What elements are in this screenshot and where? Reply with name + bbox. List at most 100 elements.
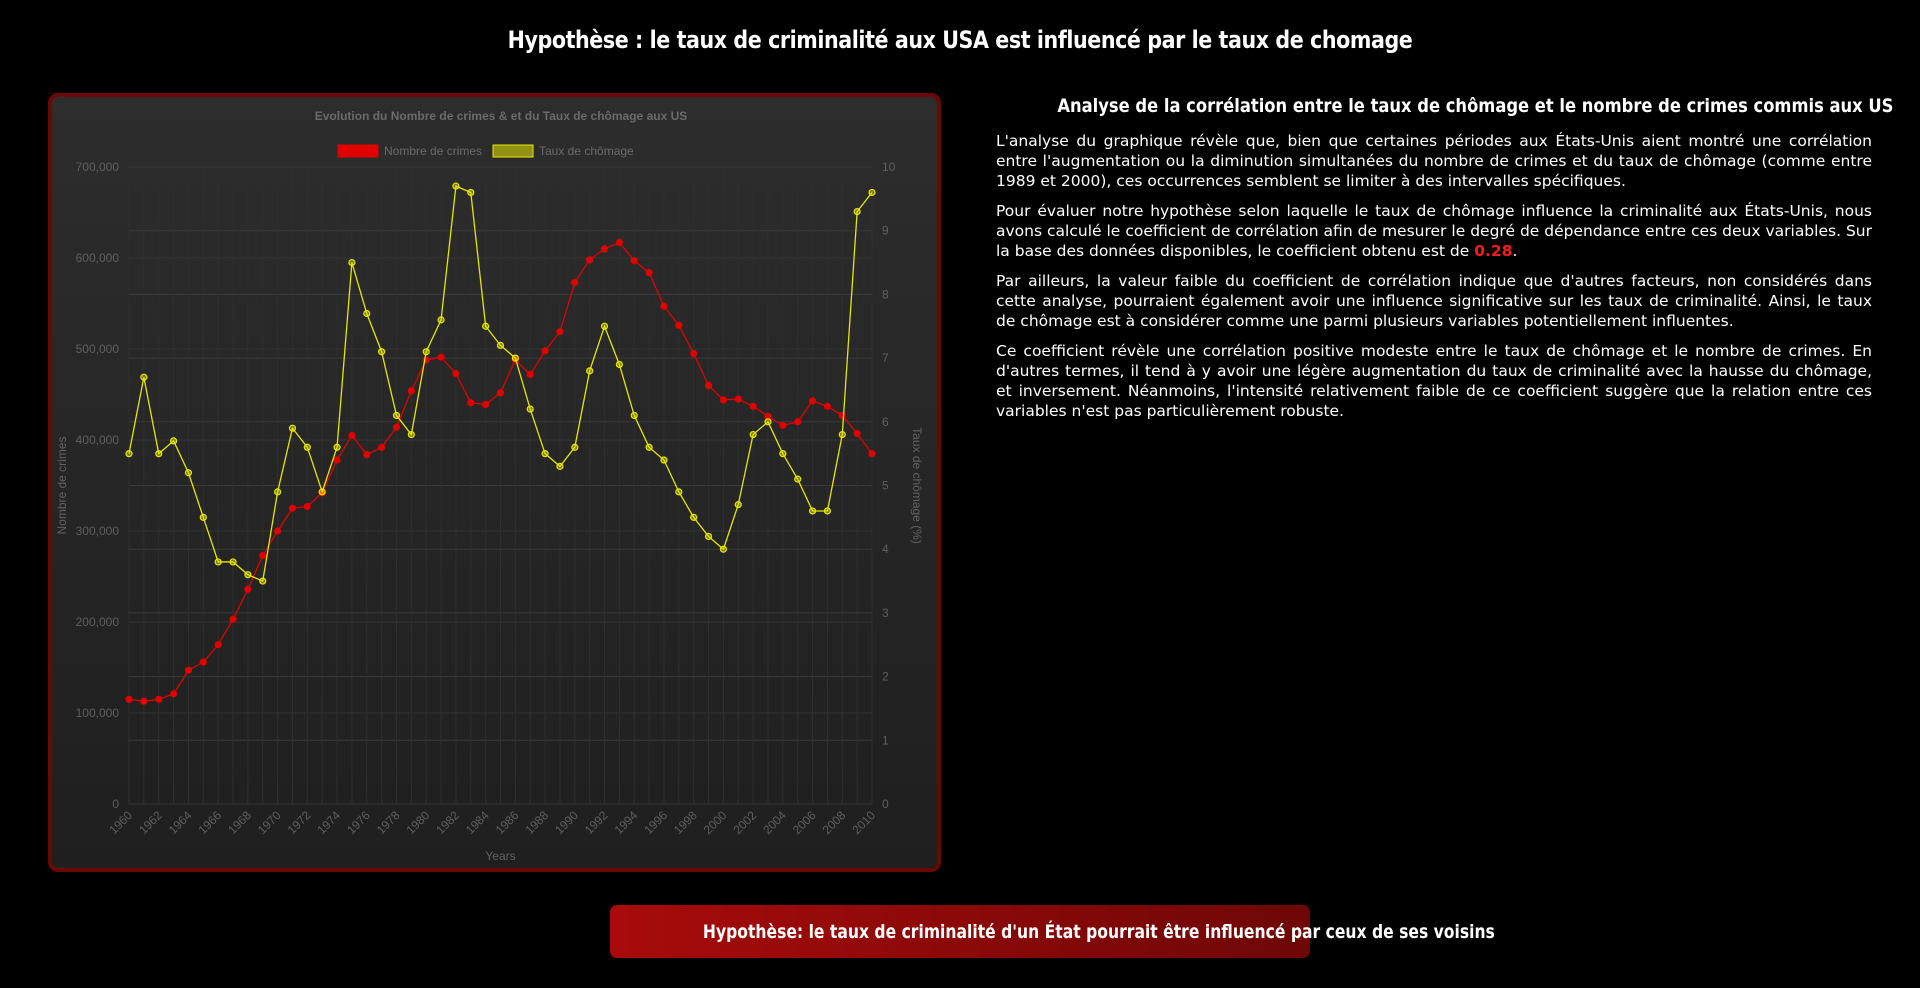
data-point-crimes xyxy=(853,430,861,438)
x-tick-label: 1964 xyxy=(166,808,195,837)
y-right-tick-label: 5 xyxy=(882,479,889,493)
data-point-chomage xyxy=(511,354,519,362)
data-point-crimes xyxy=(303,502,311,511)
data-point-crimes xyxy=(645,268,653,277)
chart-title: Evolution du Nombre de crimes & et du Ta… xyxy=(315,109,688,123)
data-point-crimes xyxy=(704,381,713,389)
x-tick-label: 1982 xyxy=(433,808,462,837)
data-point-chomage xyxy=(496,341,505,349)
x-tick-label: 2006 xyxy=(790,808,819,837)
y-right-tick-label: 4 xyxy=(882,542,889,556)
series-line-chomage xyxy=(128,185,873,582)
y-left-axis-label: Nombre de crimes xyxy=(55,436,69,534)
data-point-chomage xyxy=(274,488,282,496)
data-point-crimes xyxy=(333,456,341,464)
data-point-chomage xyxy=(378,348,386,356)
chart-card: Evolution du Nombre de crimes & et du Ta… xyxy=(48,93,941,872)
crime-unemployment-chart: Evolution du Nombre de crimes & et du Ta… xyxy=(55,109,924,863)
data-point-crimes xyxy=(378,443,386,451)
y-right-tick-label: 7 xyxy=(882,351,889,365)
analysis-paragraph-2-text: Pour évaluer notre hypothèse selon laque… xyxy=(996,202,1872,260)
data-point-crimes xyxy=(571,278,579,287)
x-tick-label: 1980 xyxy=(404,808,433,837)
data-point-chomage xyxy=(318,488,326,496)
data-point-chomage xyxy=(244,571,252,579)
data-point-chomage xyxy=(199,513,207,521)
x-tick-label: 1966 xyxy=(195,808,224,837)
data-point-crimes xyxy=(615,238,623,247)
y-left-tick-label: 500,000 xyxy=(76,342,120,356)
next-hypothesis-button[interactable]: Hypothèse: le taux de criminalité d'un É… xyxy=(610,905,1495,958)
data-point-chomage xyxy=(704,532,713,541)
data-point-chomage xyxy=(675,488,683,496)
data-point-chomage xyxy=(808,507,817,515)
legend-label-crimes[interactable]: Nombre de crimes xyxy=(384,144,482,158)
analysis-paragraph-1: L'analyse du graphique révèle que, bien … xyxy=(996,132,1872,190)
data-point-crimes xyxy=(690,349,698,358)
x-tick-label: 1994 xyxy=(612,808,641,837)
x-tick-label: 1978 xyxy=(374,808,403,837)
data-point-chomage xyxy=(303,443,311,451)
y-right-tick-label: 10 xyxy=(882,160,896,174)
x-tick-label: 1960 xyxy=(106,808,135,837)
data-point-chomage xyxy=(823,507,832,515)
data-point-chomage xyxy=(734,501,742,509)
data-point-chomage xyxy=(229,558,237,566)
data-point-crimes xyxy=(288,504,297,512)
data-point-chomage xyxy=(288,424,297,432)
data-point-chomage xyxy=(184,469,193,477)
data-point-crimes xyxy=(348,431,356,440)
legend-label-chomage[interactable]: Taux de chômage xyxy=(539,144,634,158)
data-point-crimes xyxy=(259,551,267,560)
legend-swatch-crimes[interactable] xyxy=(337,144,379,158)
chart-legend: Nombre de crimes Taux de chômage xyxy=(337,144,634,158)
next-hypothesis-label: Hypothèse: le taux de criminalité d'un É… xyxy=(702,920,1495,943)
x-tick-label: 1996 xyxy=(641,808,670,837)
data-point-chomage xyxy=(571,443,579,451)
x-ticks: 1960 1962 1964 1966 1968 1970 1972 1974 1976 1978… xyxy=(106,808,878,837)
data-point-crimes xyxy=(274,527,282,535)
y-right-tick-label: 0 xyxy=(882,797,889,811)
data-point-chomage xyxy=(645,443,653,451)
data-point-crimes xyxy=(140,697,148,705)
data-point-chomage xyxy=(853,207,861,216)
data-point-chomage xyxy=(541,450,549,458)
correlation-coefficient: 0.28 xyxy=(1474,242,1513,260)
y-left-tick-label: 300,000 xyxy=(76,524,120,538)
data-point-crimes xyxy=(808,397,817,405)
data-point-crimes xyxy=(779,421,787,430)
data-point-crimes xyxy=(467,399,475,407)
data-point-crimes xyxy=(734,395,742,403)
data-point-crimes xyxy=(125,695,133,703)
data-point-crimes xyxy=(868,450,876,458)
data-point-chomage xyxy=(764,418,772,426)
data-point-crimes xyxy=(452,369,460,378)
data-point-chomage xyxy=(125,450,133,458)
x-tick-label: 1984 xyxy=(463,808,492,837)
y-right-tick-label: 9 xyxy=(882,224,889,238)
data-point-chomage xyxy=(155,450,163,458)
data-point-chomage xyxy=(259,577,267,585)
x-axis-label: Years xyxy=(485,849,515,863)
legend-swatch-chomage[interactable] xyxy=(492,144,534,158)
x-tick-label: 2008 xyxy=(820,808,849,837)
y-left-tick-label: 400,000 xyxy=(76,433,120,447)
x-tick-label: 1972 xyxy=(285,808,314,837)
data-point-chomage xyxy=(556,462,564,470)
data-point-chomage xyxy=(467,188,475,197)
data-point-chomage xyxy=(169,437,178,445)
y-right-tick-label: 3 xyxy=(882,606,889,620)
data-point-chomage xyxy=(868,188,876,197)
data-point-crimes xyxy=(794,418,802,426)
x-tick-label: 1968 xyxy=(225,808,254,837)
data-point-crimes xyxy=(630,257,638,265)
data-point-chomage xyxy=(719,545,728,553)
data-point-crimes xyxy=(660,302,668,310)
y-right-tick-label: 1 xyxy=(882,733,889,747)
y-left-tick-label: 700,000 xyxy=(76,160,120,174)
data-point-chomage xyxy=(437,316,445,324)
data-point-crimes xyxy=(392,423,401,431)
data-point-crimes xyxy=(526,370,534,379)
data-point-crimes xyxy=(556,328,564,336)
analysis-paragraph-2: Pour évaluer notre hypothèse selon laque… xyxy=(996,201,1872,261)
